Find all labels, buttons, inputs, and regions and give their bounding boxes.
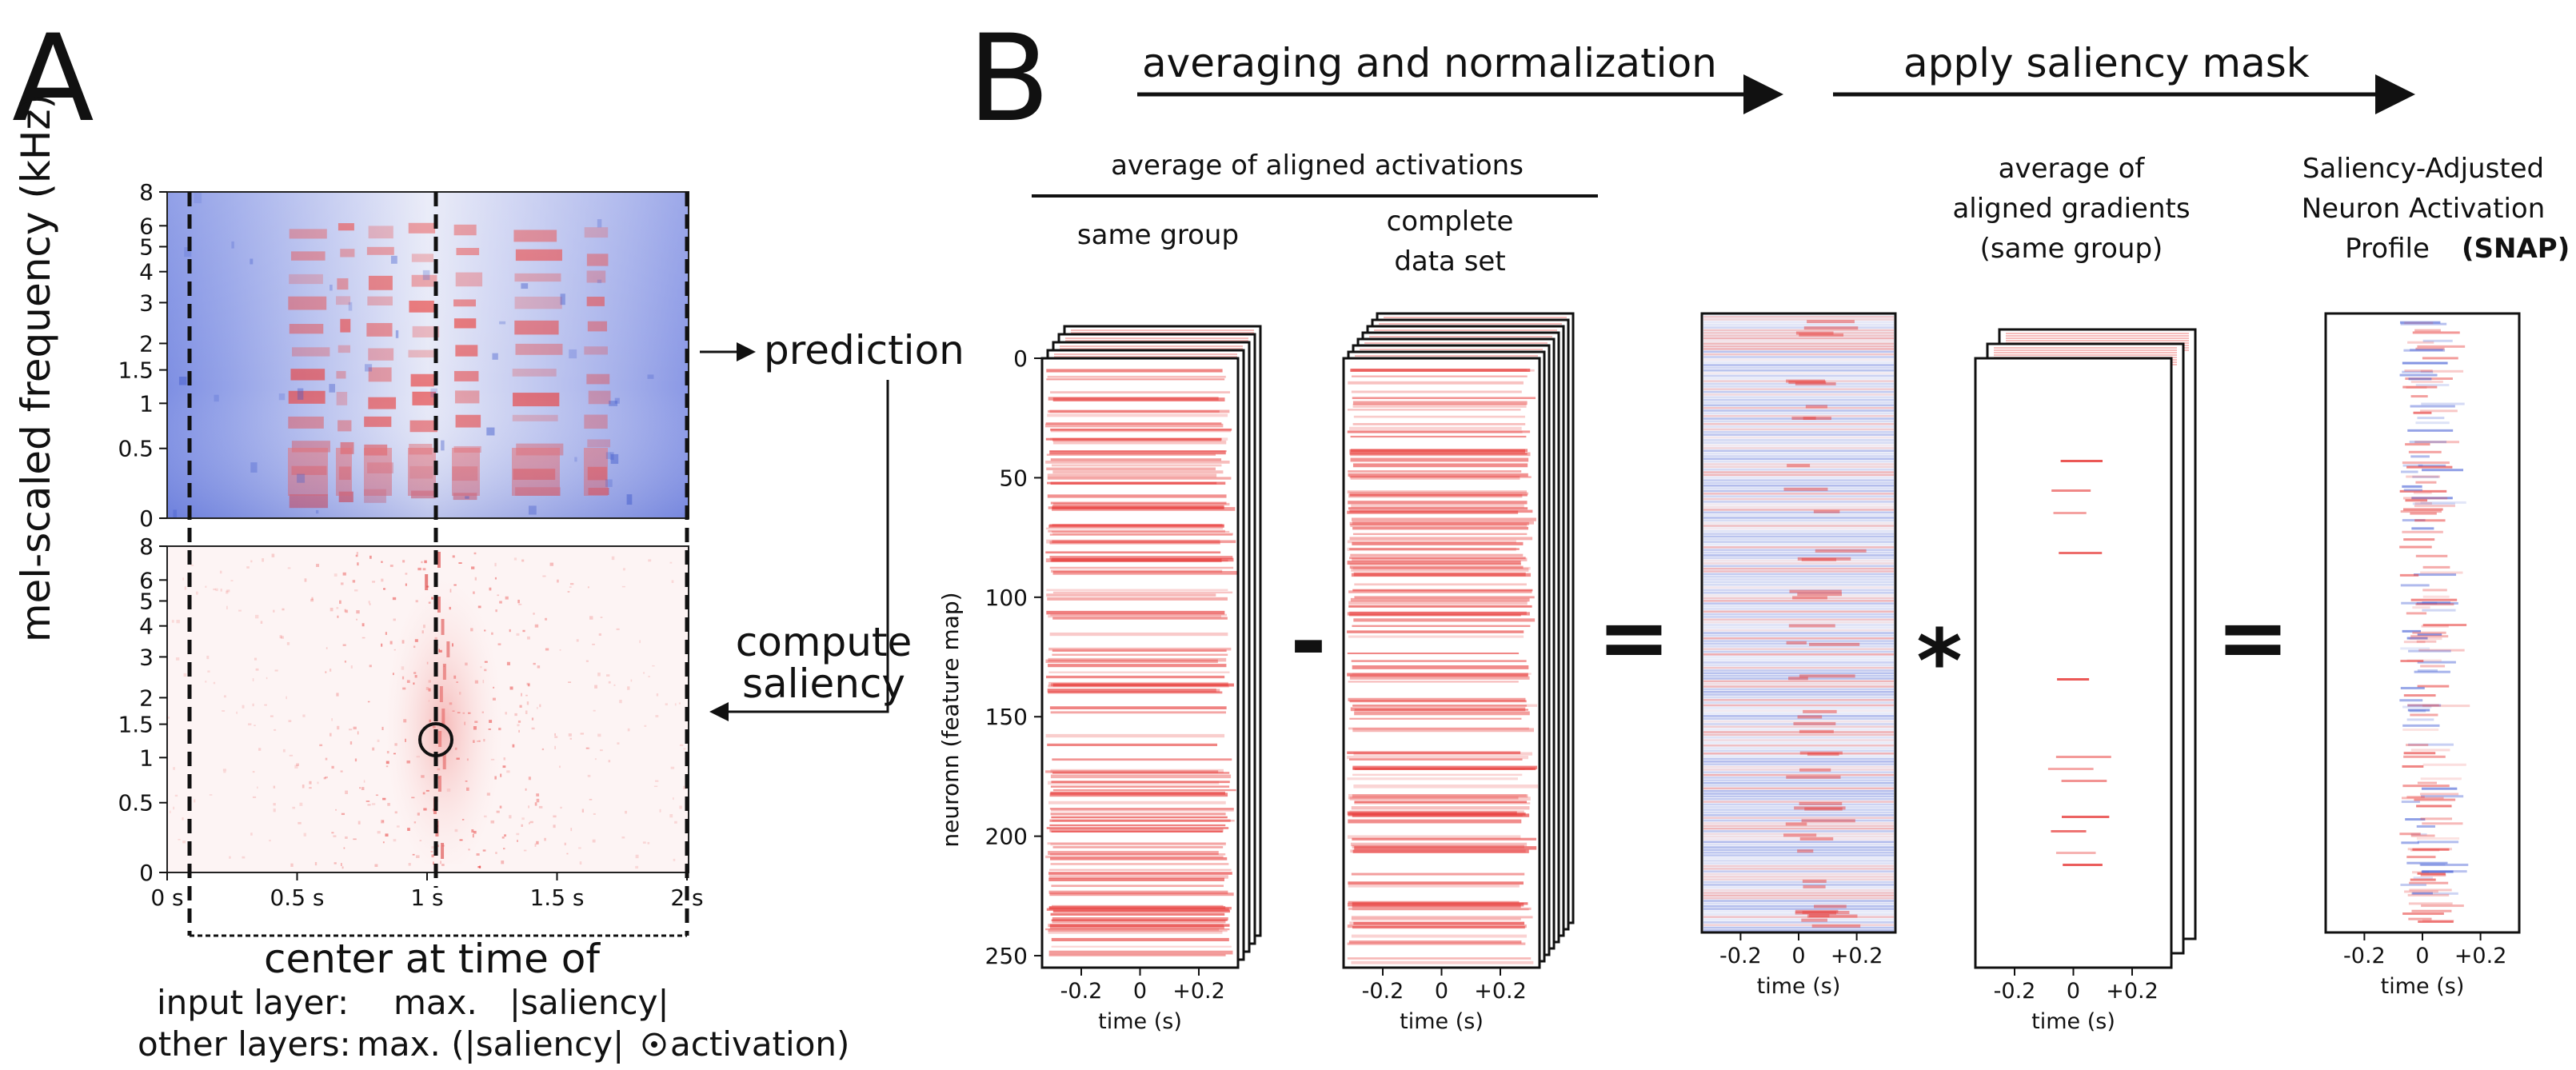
star-operator: * — [1916, 610, 1963, 713]
freq-tick-label: 4 — [139, 613, 154, 640]
b-xlabel: time (s) — [2381, 974, 2465, 999]
panel-b-letter: B — [968, 10, 1050, 149]
other-layers-suffix: activation) — [670, 1024, 849, 1064]
freq-tick-label: 5 — [139, 234, 154, 260]
equals-operator-2: = — [2216, 586, 2290, 689]
freq-tick-label: 8 — [139, 179, 154, 206]
b-time-tick-label: +0.2 — [2106, 979, 2159, 1004]
col-gradients-2: aligned gradients — [1952, 193, 2190, 225]
freq-tick-label: 4 — [139, 259, 154, 285]
normalized-map — [1700, 312, 1897, 934]
neuron-tick-label: 250 — [985, 943, 1028, 969]
time-tick-label: 0.5 s — [270, 884, 324, 911]
panel-a: A mel-scaled frequency (kHz) 00.511.5234… — [12, 10, 965, 1064]
equals-operator-1: = — [1597, 586, 1671, 689]
time-tick-label: 1 s — [410, 884, 443, 911]
neuron-tick-label: 150 — [985, 704, 1028, 730]
input-layer-value: max. |saliency| — [393, 983, 669, 1022]
freq-tick-label: 8 — [139, 533, 154, 560]
other-layers-label: other layers: — [138, 1024, 351, 1064]
b-xlabel: time (s) — [1098, 1009, 1182, 1034]
neuron-tick-label: 50 — [999, 465, 1028, 491]
b-time-tick-label: 0 — [2067, 979, 2080, 1004]
panel-b: B averaging and normalization apply sali… — [937, 10, 2570, 1034]
b-xlabel: time (s) — [2031, 1009, 2115, 1034]
b-time-tick-label: -0.2 — [2343, 944, 2386, 968]
freq-tick-label: 0 — [139, 505, 154, 532]
freq-tick-label: 3 — [139, 644, 154, 670]
freq-tick-label: 1 — [139, 390, 154, 417]
input-layer-label: input layer: — [157, 983, 349, 1022]
freq-tick-label: 0 — [139, 860, 154, 886]
compute-label: compute — [736, 619, 913, 665]
b-time-tick-label: -0.2 — [1362, 979, 1404, 1004]
stack-gradients — [1974, 328, 2197, 969]
panel-b-time-ticks: -0.2 0 +0.2 time (s) -0.2 0 +0.2 time (s) -0.2 0 +… — [1060, 932, 2507, 1034]
col-gradients-1: average of — [1999, 153, 2146, 185]
neuron-ticks: 0 50 100 150 200 250 — [985, 345, 1042, 969]
freq-tick-label: 6 — [139, 567, 154, 593]
b-time-tick-label: -0.2 — [1994, 979, 2036, 1004]
b-time-tick-label: +0.2 — [2454, 944, 2507, 968]
freq-tick-label: 0.5 — [118, 790, 154, 816]
hadamard-icon — [642, 1032, 666, 1056]
col-complete-1: complete — [1387, 206, 1514, 238]
b-time-tick-label: +0.2 — [1474, 979, 1527, 1004]
group-header: average of aligned activations — [1111, 150, 1524, 182]
center-caption: center at time of — [264, 936, 601, 982]
time-tick-label: 1.5 s — [529, 884, 584, 911]
b-xlabel: time (s) — [1757, 974, 1841, 999]
b-time-tick-label: -0.2 — [1060, 979, 1103, 1004]
b-time-tick-label: 0 — [1791, 944, 1805, 968]
arrow2-label: apply saliency mask — [1903, 40, 2310, 86]
minus-operator: - — [1290, 590, 1327, 693]
col-snap-3: Profile — [2345, 233, 2430, 265]
col-complete-2: data set — [1394, 246, 1505, 277]
stack-same-group — [1040, 325, 1262, 969]
b-time-tick-label: 0 — [2415, 944, 2429, 968]
col-snap-2: Neuron Activation — [2302, 193, 2546, 225]
b-xlabel: time (s) — [1400, 1009, 1484, 1034]
freq-tick-label: 1.5 — [118, 357, 154, 384]
saliency-map — [166, 545, 689, 873]
panel-b-ylabel: neuronn (feature map) — [937, 592, 964, 847]
b-time-tick-label: 0 — [1133, 979, 1147, 1004]
freq-tick-label: 3 — [139, 289, 154, 316]
freq-ticks-bottom: 0 0.5 1 1.52 3 456 8 — [118, 533, 167, 886]
time-tick-label: 0 s — [150, 884, 183, 911]
b-time-tick-label: -0.2 — [1719, 944, 1762, 968]
freq-ticks-top: 0 0.5 1 1.52 3 456 8 — [118, 179, 167, 532]
prediction-label: prediction — [764, 327, 965, 373]
freq-tick-label: 1 — [139, 745, 154, 771]
b-time-tick-label: +0.2 — [1172, 979, 1225, 1004]
b-time-tick-label: +0.2 — [1831, 944, 1883, 968]
col-snap-bold: (SNAP) — [2462, 233, 2570, 265]
freq-tick-label: 0.5 — [118, 436, 154, 462]
arrow1-label: averaging and normalization — [1142, 40, 1717, 86]
saliency-label: saliency — [742, 661, 905, 707]
stack-complete-data — [1342, 312, 1575, 969]
window-lines — [187, 192, 689, 936]
col-snap-1: Saliency-Adjusted — [2302, 153, 2544, 185]
panel-a-ylabel: mel-scaled frequency (kHz) — [13, 94, 59, 642]
b-time-tick-label: 0 — [1435, 979, 1448, 1004]
panel-a-letter: A — [12, 10, 94, 149]
col-gradients-3: (same group) — [1980, 233, 2163, 265]
freq-tick-label: 5 — [139, 588, 154, 614]
snap-map — [2324, 312, 2521, 934]
freq-tick-label: 1.5 — [118, 712, 154, 738]
freq-tick-label: 2 — [139, 330, 154, 357]
freq-tick-label: 2 — [139, 685, 154, 711]
other-layers-value: max. (|saliency| — [357, 1024, 624, 1064]
col-same-group: same group — [1077, 219, 1239, 251]
neuron-tick-label: 200 — [985, 824, 1028, 850]
freq-tick-label: 6 — [139, 213, 154, 239]
neuron-tick-label: 100 — [985, 585, 1028, 611]
input-spectrogram — [166, 191, 689, 519]
neuron-tick-label: 0 — [1013, 345, 1028, 372]
